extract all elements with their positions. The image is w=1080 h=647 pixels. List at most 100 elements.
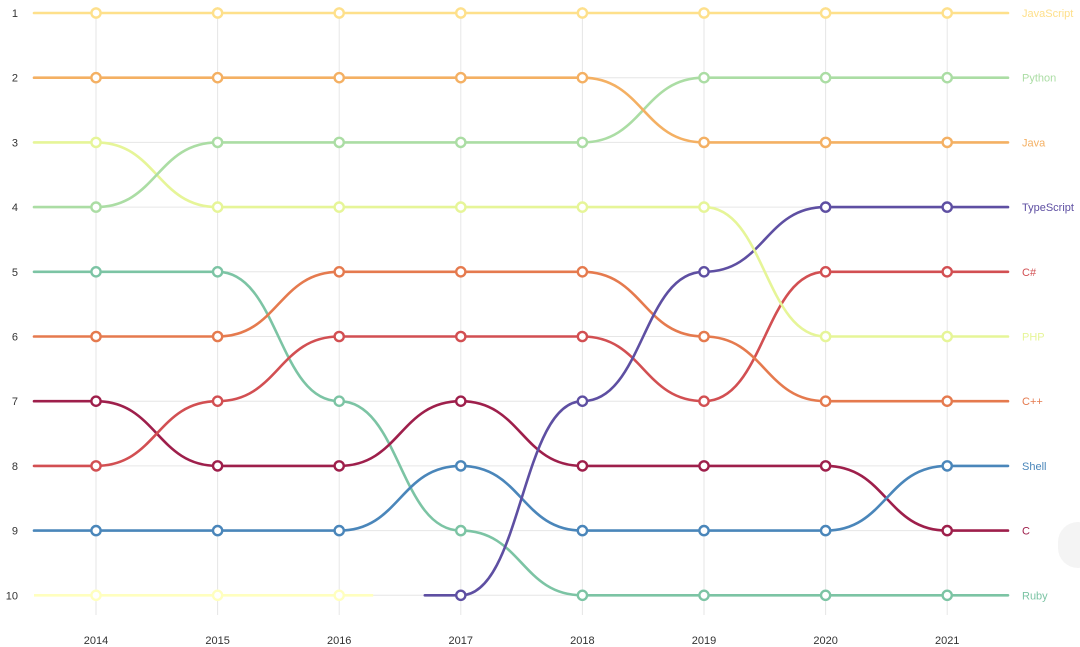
series-lines — [32, 7, 1010, 602]
data-point — [454, 589, 467, 602]
series-label: JavaScript — [1022, 8, 1073, 20]
data-point — [941, 201, 954, 213]
data-point — [454, 7, 467, 19]
x-tick-label: 2018 — [570, 635, 594, 647]
data-point — [698, 330, 710, 343]
data-point — [90, 460, 102, 472]
data-point — [333, 330, 346, 343]
data-point — [211, 71, 224, 84]
data-point — [819, 265, 832, 278]
data-point — [211, 524, 224, 537]
data-point — [211, 589, 224, 602]
x-tick-label: 2014 — [84, 635, 108, 647]
series-label: C — [1022, 526, 1030, 538]
data-point — [90, 589, 102, 602]
data-point — [90, 136, 102, 149]
data-point — [211, 395, 224, 408]
data-point — [941, 524, 954, 537]
y-tick-label: 8 — [12, 461, 18, 473]
data-point — [211, 136, 224, 149]
data-point — [819, 524, 832, 537]
data-point — [819, 201, 832, 213]
data-point — [333, 136, 346, 149]
x-tick-label: 2019 — [692, 635, 716, 647]
data-point — [90, 524, 102, 537]
series-line — [32, 76, 1010, 144]
data-point — [698, 7, 710, 19]
data-point — [576, 71, 589, 84]
data-point — [454, 395, 467, 408]
y-tick-label: 9 — [12, 526, 18, 538]
series-line — [32, 270, 1010, 403]
data-point — [698, 265, 710, 278]
series-label: Java — [1022, 137, 1046, 149]
data-point — [333, 589, 346, 602]
data-point — [819, 395, 832, 408]
series-label: C++ — [1022, 396, 1043, 408]
data-point — [819, 589, 832, 602]
data-point — [941, 395, 954, 408]
data-point — [454, 265, 467, 278]
data-point — [698, 460, 710, 472]
data-point — [333, 265, 346, 278]
data-point — [90, 265, 102, 278]
y-tick-label: 10 — [6, 590, 18, 602]
data-point — [698, 71, 710, 84]
data-point — [90, 330, 102, 343]
data-point — [576, 201, 589, 213]
chart-grid — [34, 7, 1008, 615]
data-point — [941, 136, 954, 149]
y-tick-label: 4 — [12, 202, 18, 214]
series-label: Shell — [1022, 461, 1046, 473]
y-tick-label: 2 — [12, 73, 18, 85]
data-point — [941, 7, 954, 19]
series-label: C# — [1022, 267, 1037, 279]
data-point — [454, 460, 467, 472]
data-point — [333, 460, 346, 472]
data-point — [941, 460, 954, 472]
series-line — [32, 270, 1010, 468]
data-point — [941, 71, 954, 84]
data-point — [576, 330, 589, 343]
data-point — [698, 524, 710, 537]
y-tick-label: 6 — [12, 332, 18, 344]
data-point — [211, 265, 224, 278]
data-point — [576, 395, 589, 408]
data-point — [698, 395, 710, 408]
y-tick-label: 7 — [12, 396, 18, 408]
data-point — [819, 330, 832, 343]
series-labels: Ruby C Shell C# C++ TypeScript PHP Python Java Ja… — [1022, 8, 1074, 602]
series-label: Python — [1022, 73, 1056, 85]
x-axis-ticks: 2014 2015 2016 2017 2018 2019 2020 2021 — [84, 635, 960, 647]
x-tick-label: 2016 — [327, 635, 351, 647]
data-point — [819, 136, 832, 149]
data-point — [941, 265, 954, 278]
data-point — [576, 265, 589, 278]
data-point — [333, 201, 346, 213]
x-tick-label: 2015 — [205, 635, 229, 647]
data-point — [576, 524, 589, 537]
series-label: Ruby — [1022, 590, 1048, 602]
x-tick-label: 2021 — [935, 635, 959, 647]
data-point — [333, 7, 346, 19]
data-point — [211, 460, 224, 472]
data-point — [454, 330, 467, 343]
series-label: TypeScript — [1022, 202, 1074, 214]
data-point — [698, 589, 710, 602]
data-point — [90, 395, 102, 408]
data-point — [454, 201, 467, 213]
data-point — [90, 7, 102, 19]
data-point — [454, 524, 467, 537]
data-point — [211, 330, 224, 343]
data-point — [333, 395, 346, 408]
data-point — [576, 7, 589, 19]
x-tick-label: 2017 — [449, 635, 473, 647]
data-point — [454, 71, 467, 84]
data-point — [576, 460, 589, 472]
data-point — [819, 71, 832, 84]
data-point — [819, 460, 832, 472]
scroll-handle[interactable] — [1058, 522, 1080, 568]
data-point — [211, 201, 224, 213]
data-point — [454, 136, 467, 149]
